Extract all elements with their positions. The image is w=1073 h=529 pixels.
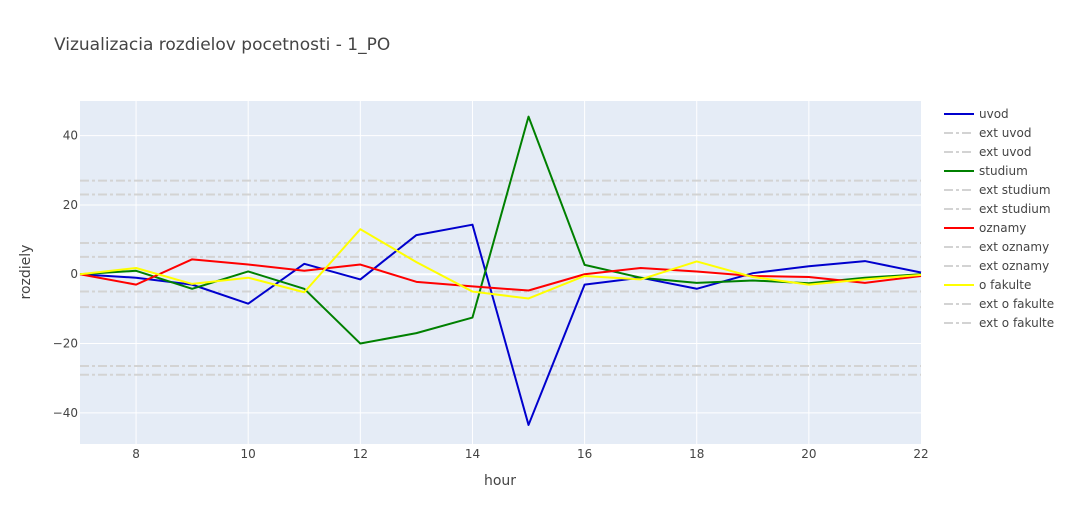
legend-item[interactable]: ext oznamy bbox=[944, 240, 1049, 254]
legend-item[interactable]: uvod bbox=[944, 107, 1009, 121]
legend-item[interactable]: ext studium bbox=[944, 183, 1051, 197]
legend-label: ext oznamy bbox=[979, 240, 1049, 254]
legend: uvod ext uvod ext uvod studium ext studium ex… bbox=[944, 107, 1054, 330]
legend-label: ext studium bbox=[979, 202, 1051, 216]
x-tick-label: 12 bbox=[353, 447, 368, 461]
legend-label: ext oznamy bbox=[979, 259, 1049, 273]
legend-item[interactable]: ext oznamy bbox=[944, 259, 1049, 273]
series-line-uvod bbox=[79, 223, 922, 426]
y-tick-label: 20 bbox=[63, 198, 78, 212]
x-tick-label: 10 bbox=[241, 447, 256, 461]
legend-label: o fakulte bbox=[979, 278, 1031, 292]
legend-item[interactable]: ext o fakulte bbox=[944, 297, 1054, 311]
y-axis-label: rozdiely bbox=[18, 245, 34, 300]
legend-label: oznamy bbox=[979, 221, 1026, 235]
x-axis-label: hour bbox=[484, 473, 516, 489]
legend-item[interactable]: ext uvod bbox=[944, 126, 1031, 140]
series-line-oznamy bbox=[79, 258, 922, 292]
legend-label: ext o fakulte bbox=[979, 297, 1054, 311]
plot-area: 8 10 12 14 16 18 20 22 −40 −20 0 20 40 bbox=[53, 101, 929, 461]
y-tick-label: 40 bbox=[63, 129, 78, 143]
x-tick-label: 14 bbox=[465, 447, 480, 461]
y-tick-label: 0 bbox=[70, 267, 78, 281]
legend-label: ext studium bbox=[979, 183, 1051, 197]
legend-item[interactable]: ext uvod bbox=[944, 145, 1031, 159]
chart-title: Vizualizacia rozdielov pocetnosti - 1_PO bbox=[54, 35, 390, 55]
series-line-o-fakulte bbox=[79, 228, 922, 300]
y-tick-label: −20 bbox=[53, 337, 78, 351]
y-tick-label: −40 bbox=[53, 406, 78, 420]
legend-label: ext uvod bbox=[979, 145, 1031, 159]
legend-item[interactable]: studium bbox=[944, 164, 1028, 178]
plot-background bbox=[80, 101, 921, 444]
legend-item[interactable]: ext o fakulte bbox=[944, 316, 1054, 330]
legend-item[interactable]: oznamy bbox=[944, 221, 1026, 235]
legend-item[interactable]: o fakulte bbox=[944, 278, 1031, 292]
x-tick-label: 20 bbox=[801, 447, 816, 461]
legend-label: ext o fakulte bbox=[979, 316, 1054, 330]
x-tick-label: 8 bbox=[132, 447, 140, 461]
x-tick-label: 22 bbox=[913, 447, 928, 461]
legend-label: ext uvod bbox=[979, 126, 1031, 140]
x-tick-label: 18 bbox=[689, 447, 704, 461]
legend-item[interactable]: ext studium bbox=[944, 202, 1051, 216]
x-tick-label: 16 bbox=[577, 447, 592, 461]
legend-label: uvod bbox=[979, 107, 1009, 121]
legend-label: studium bbox=[979, 164, 1028, 178]
